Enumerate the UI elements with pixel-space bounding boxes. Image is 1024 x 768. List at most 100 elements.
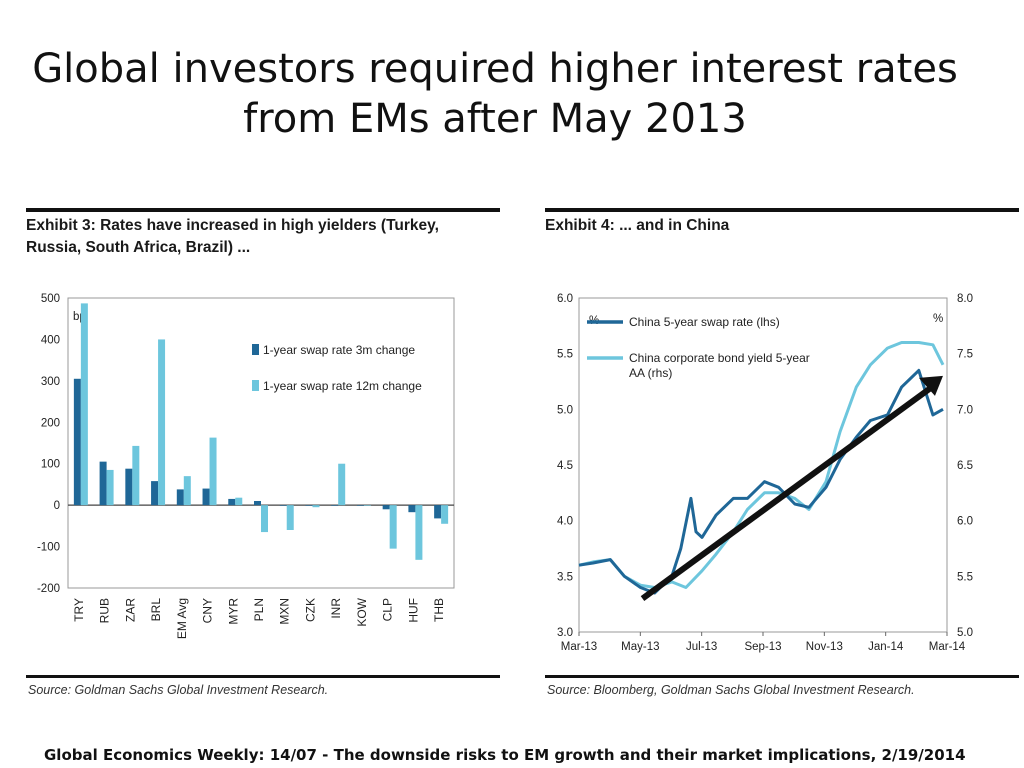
series-line <box>578 368 944 595</box>
y-right-tick-label: 5.0 <box>957 627 973 639</box>
bar <box>279 505 287 506</box>
bar <box>312 505 320 508</box>
x-tick-label: CNY <box>201 598 215 623</box>
trend-arrow-head <box>918 375 943 396</box>
y-left-tick-label: 5.5 <box>557 349 573 361</box>
y-tick-label: -100 <box>37 542 60 554</box>
bar <box>183 476 191 506</box>
bar <box>158 339 166 506</box>
bar <box>382 505 390 510</box>
y-tick-label: 0 <box>54 500 60 512</box>
series-line <box>578 341 945 589</box>
top-rule <box>26 208 500 212</box>
x-tick-label: CLP <box>381 598 395 621</box>
exhibit-3-panel: Exhibit 3: Rates have increased in high … <box>26 208 500 697</box>
y-left-tick-label: 4.0 <box>557 516 573 528</box>
legend-label: 1-year swap rate 3m change <box>263 343 415 357</box>
bar <box>415 505 423 560</box>
bar <box>106 469 114 506</box>
bottom-rule <box>545 675 1019 678</box>
bar <box>434 505 442 519</box>
bar <box>389 505 397 549</box>
x-tick-label: BRL <box>149 598 163 622</box>
x-tick-label: Jul-13 <box>686 641 717 653</box>
x-tick-label: RUB <box>98 598 112 623</box>
bar <box>235 497 243 506</box>
footer-citation: Global Economics Weekly: 14/07 - The dow… <box>44 746 966 764</box>
y-left-tick-label: 6.0 <box>557 293 573 305</box>
bar <box>176 489 184 506</box>
bar <box>356 505 364 506</box>
bottom-rule <box>26 675 500 678</box>
bar <box>209 437 217 506</box>
legend-label: China 5-year swap rate (lhs) <box>629 315 780 329</box>
y-left-tick-label: 5.0 <box>557 404 573 416</box>
exhibit-4-title: Exhibit 4: ... and in China <box>545 217 730 234</box>
x-tick-label: Sep-13 <box>744 641 781 653</box>
bar <box>305 505 313 506</box>
legend-swatch <box>252 380 259 391</box>
x-tick-label: KOW <box>355 597 369 626</box>
x-tick-label: THB <box>432 598 446 622</box>
bar <box>338 463 346 506</box>
x-tick-label: May-13 <box>621 641 659 653</box>
y-right-tick-label: 7.5 <box>957 349 973 361</box>
legend-swatch <box>252 344 259 355</box>
bar <box>331 505 339 506</box>
y-tick-label: 100 <box>41 459 60 471</box>
bar <box>228 498 236 506</box>
x-tick-label: PLN <box>252 598 266 621</box>
x-tick-label: TRY <box>72 598 86 622</box>
bar <box>125 468 133 506</box>
y-right-tick-label: 6.0 <box>957 516 973 528</box>
y-tick-label: 200 <box>41 417 60 429</box>
y-left-tick-label: 3.0 <box>557 627 573 639</box>
y-tick-label: 500 <box>41 293 60 305</box>
bar <box>441 505 449 524</box>
x-tick-label: Jan-14 <box>868 641 904 653</box>
bar <box>80 303 88 506</box>
bar <box>73 378 81 506</box>
bar <box>261 505 268 533</box>
y-right-tick-label: 7.0 <box>957 404 973 416</box>
exhibit-4-panel: Exhibit 4: ... and in China 3.0 3.5 4.0 4.5… <box>545 208 1019 697</box>
y-left-tick-label: 4.5 <box>557 460 573 472</box>
slide-title: Global investors required higher interes… <box>20 44 970 144</box>
bar <box>286 505 294 530</box>
bar <box>132 445 140 506</box>
bar <box>151 481 159 506</box>
x-tick-label: Mar-13 <box>561 641 597 653</box>
bar <box>202 488 210 506</box>
slide-title-line1: Global investors required higher interes… <box>32 46 958 92</box>
legend-label: 1-year swap rate 12m change <box>263 379 422 393</box>
x-tick-label: INR <box>329 598 343 619</box>
bar <box>254 501 261 506</box>
plot-frame <box>67 297 455 589</box>
bar <box>363 505 371 506</box>
exhibit-3-title: Exhibit 3: Rates have increased in high … <box>26 217 439 256</box>
y-left-tick-label: 3.5 <box>557 571 573 583</box>
slide-title-line2: from EMs after May 2013 <box>243 96 747 142</box>
bar <box>408 505 416 513</box>
y-right-tick-label: 5.5 <box>957 571 973 583</box>
x-tick-label: Nov-13 <box>806 641 843 653</box>
x-tick-label: ZAR <box>123 598 137 622</box>
y-tick-label: -200 <box>37 583 60 595</box>
y-tick-label: 300 <box>41 376 60 388</box>
x-tick-label: EM Avg <box>175 598 189 639</box>
exhibit-4-source: Source: Bloomberg, Goldman Sachs Global … <box>547 683 915 697</box>
exhibit-3-source: Source: Goldman Sachs Global Investment … <box>28 683 329 697</box>
bar <box>99 461 107 506</box>
legend-label-line: AA (rhs) <box>629 366 672 380</box>
trend-arrow-shaft <box>640 384 934 602</box>
legend-label: China corporate bond yield 5-year AA (rhs… <box>629 351 810 380</box>
top-rule <box>545 208 1019 212</box>
x-tick-label: Mar-14 <box>929 641 966 653</box>
line-chart: 3.0 3.5 4.0 4.5 5.0 5.5 6.0 5.0 5.5 6.0 6.5 7.0 7.5 8… <box>557 293 973 653</box>
x-tick-label: MXN <box>278 598 292 625</box>
right-unit-label: % <box>933 313 943 325</box>
y-right-tick-label: 8.0 <box>957 293 973 305</box>
legend-label-line: China corporate bond yield 5-year <box>629 351 810 365</box>
x-tick-label: MYR <box>226 598 240 625</box>
